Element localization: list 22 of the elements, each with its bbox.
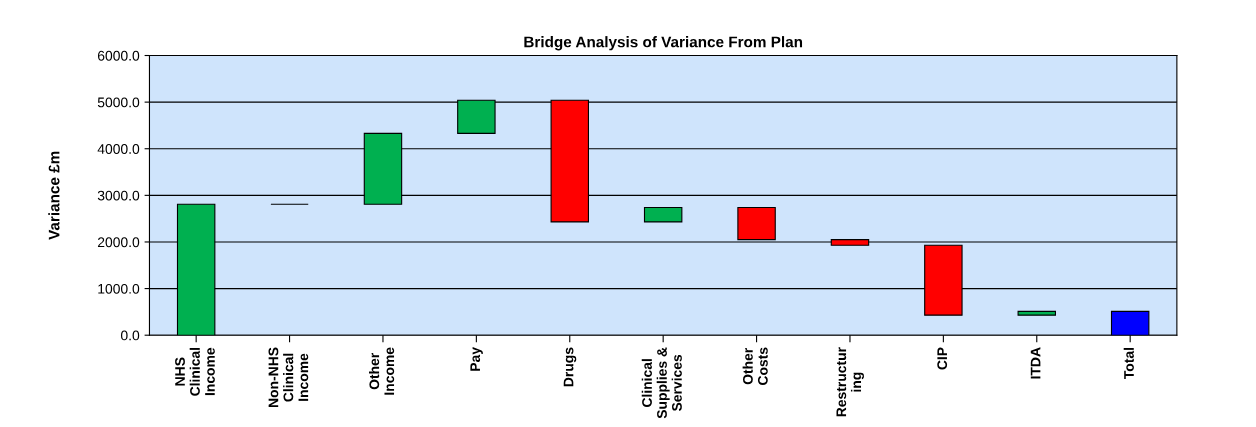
x-tick-label: Non-NHS Clinical Income xyxy=(268,347,309,408)
x-tick-label: Other Income xyxy=(369,347,395,395)
x-tick-label: Pay xyxy=(470,347,483,371)
x-tick-label: Total xyxy=(1123,347,1134,379)
chart-title: Bridge Analysis of Variance From Plan xyxy=(524,36,803,51)
y-tick-label: 6000.0 xyxy=(97,50,140,61)
y-axis-title: Variance £m xyxy=(48,151,60,240)
bar xyxy=(643,206,683,223)
bar xyxy=(1017,310,1057,316)
y-tick-label: 1000.0 xyxy=(98,283,140,294)
x-tick-label: Drugs xyxy=(563,347,577,387)
y-tick-label: 0.0 xyxy=(120,330,140,341)
x-tick-label: CIP xyxy=(937,347,948,370)
y-tick-label: 4000.0 xyxy=(97,144,140,154)
y-tick-label: 2000.0 xyxy=(97,237,140,248)
x-tick-label: NHS Clinical Income xyxy=(175,347,215,396)
x-tick-label: Other Costs xyxy=(742,347,768,386)
y-tick-label: 3000.0 xyxy=(97,190,140,201)
x-tick-label: Restructur ing xyxy=(836,347,864,417)
x-tick-label: Clinical Supplies & Services xyxy=(641,347,682,419)
y-tick-label: 5000.0 xyxy=(97,97,140,108)
x-tick-label: ITDA xyxy=(1030,347,1041,379)
